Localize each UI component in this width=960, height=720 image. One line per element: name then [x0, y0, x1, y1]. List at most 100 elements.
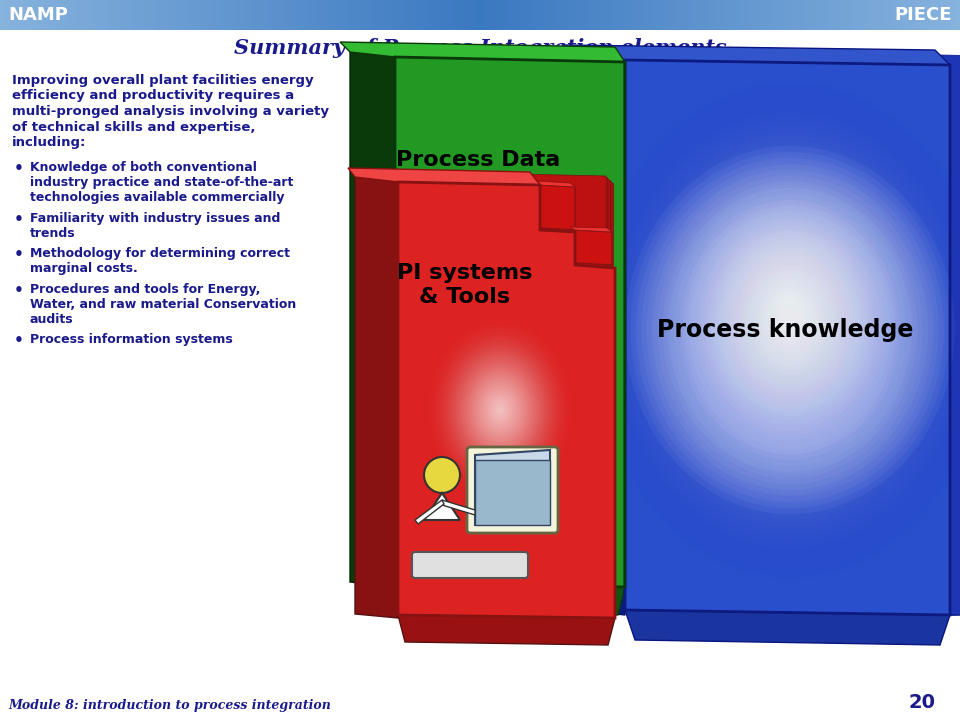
- Text: of technical skills and expertise,: of technical skills and expertise,: [12, 120, 255, 133]
- Ellipse shape: [626, 125, 954, 535]
- Ellipse shape: [490, 397, 510, 423]
- Ellipse shape: [598, 90, 960, 570]
- Bar: [754, 0, 759, 30]
- Bar: [14, 0, 20, 30]
- Ellipse shape: [654, 160, 926, 500]
- Ellipse shape: [508, 287, 513, 292]
- Bar: [874, 0, 879, 30]
- Bar: [226, 0, 231, 30]
- Ellipse shape: [710, 230, 870, 430]
- Bar: [470, 0, 476, 30]
- Polygon shape: [394, 179, 613, 620]
- Bar: [619, 0, 625, 30]
- Bar: [850, 0, 855, 30]
- Bar: [317, 0, 323, 30]
- Ellipse shape: [754, 285, 826, 375]
- Bar: [106, 0, 111, 30]
- Ellipse shape: [702, 220, 878, 440]
- Bar: [624, 0, 630, 30]
- Polygon shape: [415, 500, 444, 524]
- Bar: [29, 0, 35, 30]
- Bar: [701, 0, 707, 30]
- Bar: [595, 0, 601, 30]
- Bar: [91, 0, 97, 30]
- Polygon shape: [381, 53, 616, 590]
- Bar: [763, 0, 769, 30]
- Text: •: •: [14, 212, 24, 227]
- Polygon shape: [644, 53, 960, 615]
- Bar: [946, 0, 951, 30]
- Bar: [922, 0, 927, 30]
- Bar: [442, 0, 447, 30]
- Ellipse shape: [774, 310, 806, 350]
- Text: including:: including:: [12, 136, 86, 149]
- Bar: [552, 0, 558, 30]
- Ellipse shape: [783, 292, 797, 307]
- Bar: [86, 0, 92, 30]
- Bar: [677, 0, 683, 30]
- Bar: [787, 0, 793, 30]
- Bar: [509, 0, 515, 30]
- Bar: [5, 0, 11, 30]
- Bar: [629, 0, 635, 30]
- Bar: [715, 0, 721, 30]
- Bar: [77, 0, 83, 30]
- Ellipse shape: [494, 272, 526, 307]
- Bar: [360, 0, 366, 30]
- Bar: [422, 0, 428, 30]
- Ellipse shape: [769, 276, 811, 323]
- Bar: [130, 0, 135, 30]
- Bar: [216, 0, 222, 30]
- Polygon shape: [628, 58, 954, 615]
- Ellipse shape: [678, 190, 902, 470]
- Text: PIECE: PIECE: [895, 6, 952, 24]
- Ellipse shape: [726, 250, 854, 410]
- Bar: [758, 0, 764, 30]
- Bar: [643, 0, 649, 30]
- Polygon shape: [398, 182, 615, 618]
- Polygon shape: [648, 52, 960, 615]
- Text: Familiarity with industry issues and: Familiarity with industry issues and: [30, 212, 280, 225]
- Polygon shape: [355, 177, 398, 618]
- Ellipse shape: [650, 155, 930, 505]
- Bar: [384, 0, 390, 30]
- Text: Summary of Process Integration elements: Summary of Process Integration elements: [233, 38, 727, 58]
- Bar: [230, 0, 236, 30]
- Text: Knowledge of both conventional: Knowledge of both conventional: [30, 161, 257, 174]
- Ellipse shape: [766, 300, 814, 360]
- Bar: [254, 0, 260, 30]
- Bar: [307, 0, 313, 30]
- Bar: [173, 0, 179, 30]
- Bar: [456, 0, 462, 30]
- Bar: [706, 0, 711, 30]
- Text: 20: 20: [908, 693, 935, 712]
- Ellipse shape: [780, 289, 801, 312]
- Ellipse shape: [670, 180, 910, 480]
- Ellipse shape: [492, 270, 528, 310]
- Bar: [221, 0, 227, 30]
- Bar: [235, 0, 241, 30]
- Bar: [278, 0, 284, 30]
- Polygon shape: [388, 173, 608, 620]
- Bar: [322, 0, 327, 30]
- Bar: [163, 0, 169, 30]
- Bar: [725, 0, 731, 30]
- Polygon shape: [424, 493, 460, 520]
- Ellipse shape: [773, 281, 807, 320]
- Ellipse shape: [762, 295, 818, 365]
- Bar: [734, 0, 740, 30]
- Bar: [888, 0, 894, 30]
- Bar: [955, 0, 960, 30]
- Ellipse shape: [501, 280, 519, 300]
- Polygon shape: [386, 171, 606, 620]
- Polygon shape: [387, 54, 622, 590]
- Polygon shape: [652, 50, 960, 615]
- Bar: [917, 0, 923, 30]
- Bar: [610, 0, 615, 30]
- Bar: [797, 0, 803, 30]
- Ellipse shape: [738, 265, 842, 395]
- Bar: [893, 0, 899, 30]
- Bar: [518, 0, 524, 30]
- Ellipse shape: [722, 245, 858, 415]
- Bar: [19, 0, 25, 30]
